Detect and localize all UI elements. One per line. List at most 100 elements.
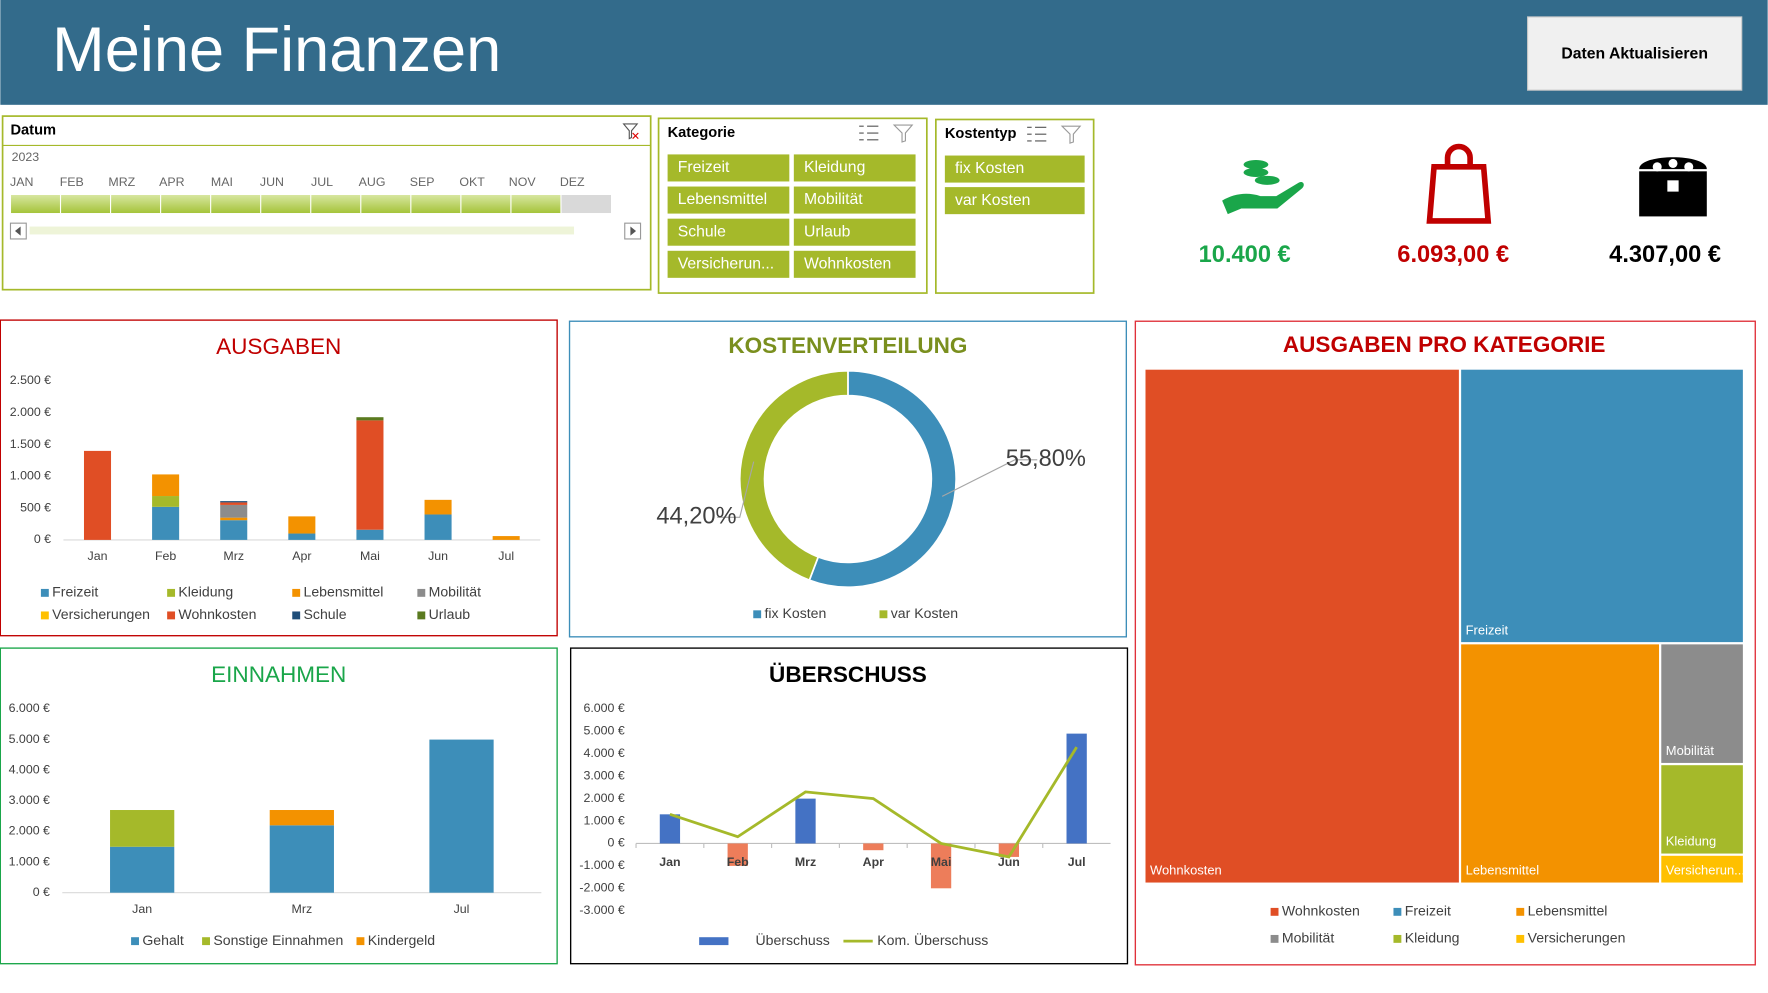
slicer-item[interactable] — [667, 186, 790, 214]
legend-label: Freizeit — [52, 584, 98, 600]
bar-segment — [424, 514, 452, 540]
x-tick-label: Feb — [727, 855, 749, 869]
timeline-cell[interactable] — [510, 194, 561, 214]
refresh-button-label[interactable]: Daten Aktualisieren — [1561, 45, 1708, 62]
slicer-item-label[interactable]: Freizeit — [678, 159, 730, 176]
slicer-item-label[interactable]: fix Kosten — [955, 160, 1024, 177]
slicer-item-label[interactable]: var Kosten — [955, 192, 1030, 209]
clear-filter-icon[interactable] — [1060, 125, 1082, 144]
timeline-month: APR — [159, 175, 185, 189]
legend-label: Kleidung — [1405, 930, 1460, 946]
legend-swatch — [167, 588, 176, 597]
timeline-month: JUL — [311, 175, 333, 189]
x-tick-label: Jun — [428, 549, 448, 563]
slicer-item[interactable] — [793, 250, 916, 278]
timeline-month: AUG — [359, 175, 386, 189]
treemap-label: Lebensmittel — [1466, 863, 1540, 878]
slicer-item[interactable] — [944, 155, 1085, 183]
chart: KOSTENVERTEILUNG 55,80% 44,20% fix Kosten va… — [568, 320, 1128, 638]
y-tick-label: 1.000 € — [583, 813, 624, 827]
x-tick-label: Jan — [132, 902, 152, 916]
legend-label: Mobilität — [429, 584, 482, 600]
scroll-thumb[interactable] — [29, 226, 575, 235]
slicer-item-label[interactable]: Lebensmittel — [678, 191, 767, 208]
y-tick-label: 3.000 € — [583, 768, 624, 782]
slicer-item-label[interactable]: Urlaub — [804, 223, 851, 240]
x-tick-label: Jul — [454, 902, 470, 916]
refresh-button[interactable] — [1527, 16, 1743, 91]
bar — [1066, 733, 1087, 844]
slicer-title: Kategorie — [668, 125, 736, 141]
timeline-cell[interactable] — [560, 194, 612, 214]
timeline-month: JAN — [10, 175, 33, 189]
income-icon — [1222, 160, 1304, 215]
slicer-item-label[interactable]: Mobilität — [804, 191, 863, 208]
x-tick-label: Apr — [863, 855, 884, 869]
timeline-cell[interactable] — [210, 194, 261, 214]
timeline-cell[interactable] — [410, 194, 461, 214]
line — [669, 746, 1078, 859]
bar-segment — [220, 502, 248, 505]
multi-select-icon[interactable] — [859, 125, 879, 141]
timeline-cell[interactable] — [260, 194, 311, 214]
timeline-cell[interactable] — [360, 194, 411, 214]
donut-segment — [738, 369, 849, 582]
timeline-cell[interactable] — [160, 194, 211, 214]
legend-label: fix Kosten — [765, 605, 827, 621]
legend-swatch — [753, 610, 762, 619]
timeline-cell[interactable] — [60, 194, 111, 214]
clear-filter-icon[interactable] — [892, 124, 914, 143]
treemap-cell — [1661, 644, 1743, 763]
slicer-item[interactable] — [667, 250, 790, 278]
timeline-month: DEZ — [560, 175, 585, 189]
legend-label: Sonstige Einnahmen — [213, 932, 343, 948]
legend-label: Kindergeld — [368, 932, 435, 948]
slicer-item-label[interactable]: Kleidung — [804, 159, 865, 176]
slicer-item[interactable] — [667, 218, 790, 246]
chart-frame — [569, 647, 1129, 965]
legend-label: Versicherungen — [52, 606, 150, 622]
legend-label: var Kosten — [891, 605, 958, 621]
bar-segment — [288, 533, 316, 540]
scroll-left-arrow — [14, 226, 21, 236]
clear-filter-x[interactable] — [632, 132, 639, 140]
treemap-cell — [1145, 369, 1459, 883]
bar — [930, 843, 952, 889]
timeline-month: MRZ — [108, 175, 135, 189]
clear-filter-icon[interactable] — [622, 123, 639, 140]
bar — [659, 814, 681, 844]
x-tick-label: Jul — [1068, 855, 1086, 869]
slicer-item-label[interactable]: Schule — [678, 223, 726, 240]
bar-segment — [152, 496, 180, 507]
legend-swatch — [417, 611, 426, 620]
timeline-cell[interactable] — [310, 194, 361, 214]
timeline-cell[interactable] — [110, 194, 161, 214]
slicer-item[interactable] — [793, 154, 916, 182]
bar-segment — [429, 739, 494, 893]
legend-swatch — [1393, 907, 1402, 916]
slicer-title: Datum — [10, 123, 56, 139]
bar — [795, 798, 816, 844]
slicer-item[interactable] — [667, 154, 790, 182]
timeline-cell[interactable] — [10, 194, 61, 214]
y-tick-label: 4.000 € — [9, 762, 50, 776]
x-tick-label: Mrz — [795, 855, 816, 869]
legend-swatch — [202, 937, 210, 946]
bar-segment — [110, 810, 175, 847]
data-label: 44,20% — [656, 504, 736, 530]
legend-swatch — [1516, 934, 1525, 943]
slicer-item[interactable] — [944, 187, 1085, 215]
slicer-item-label[interactable]: Wohnkosten — [804, 255, 891, 272]
multi-select-icon[interactable] — [1027, 126, 1047, 142]
slicer-item[interactable] — [793, 218, 916, 246]
x-tick-label: Mrz — [223, 549, 244, 563]
slicer-item[interactable] — [793, 186, 916, 214]
y-tick-label: 500 € — [20, 500, 51, 514]
slicer-item-label[interactable]: Versicherun... — [678, 255, 774, 272]
bar — [727, 843, 748, 866]
bar-segment — [269, 810, 334, 826]
bar-segment — [356, 417, 384, 421]
legend-swatch — [879, 610, 888, 619]
timeline-cell[interactable] — [460, 194, 511, 214]
chart-title: KOSTENVERTEILUNG — [728, 333, 967, 358]
